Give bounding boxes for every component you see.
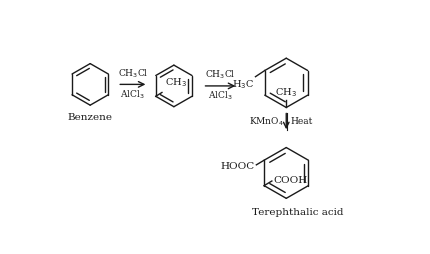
Text: HOOC: HOOC (221, 162, 255, 171)
Text: Benzene: Benzene (68, 113, 113, 122)
Text: AlCl$_3$: AlCl$_3$ (208, 90, 233, 102)
Text: Terephthalic acid: Terephthalic acid (252, 208, 344, 217)
Text: CH$_3$: CH$_3$ (275, 86, 297, 99)
Text: COOH: COOH (273, 176, 307, 185)
Text: CH$_3$Cl: CH$_3$Cl (205, 69, 236, 81)
Text: KMnO$_4$: KMnO$_4$ (249, 115, 284, 128)
Text: CH$_3$: CH$_3$ (165, 76, 187, 89)
Text: Heat: Heat (290, 117, 313, 126)
Text: CH$_3$Cl: CH$_3$Cl (117, 67, 148, 80)
Text: AlCl$_3$: AlCl$_3$ (120, 88, 145, 101)
Text: H$_3$C: H$_3$C (232, 78, 254, 91)
